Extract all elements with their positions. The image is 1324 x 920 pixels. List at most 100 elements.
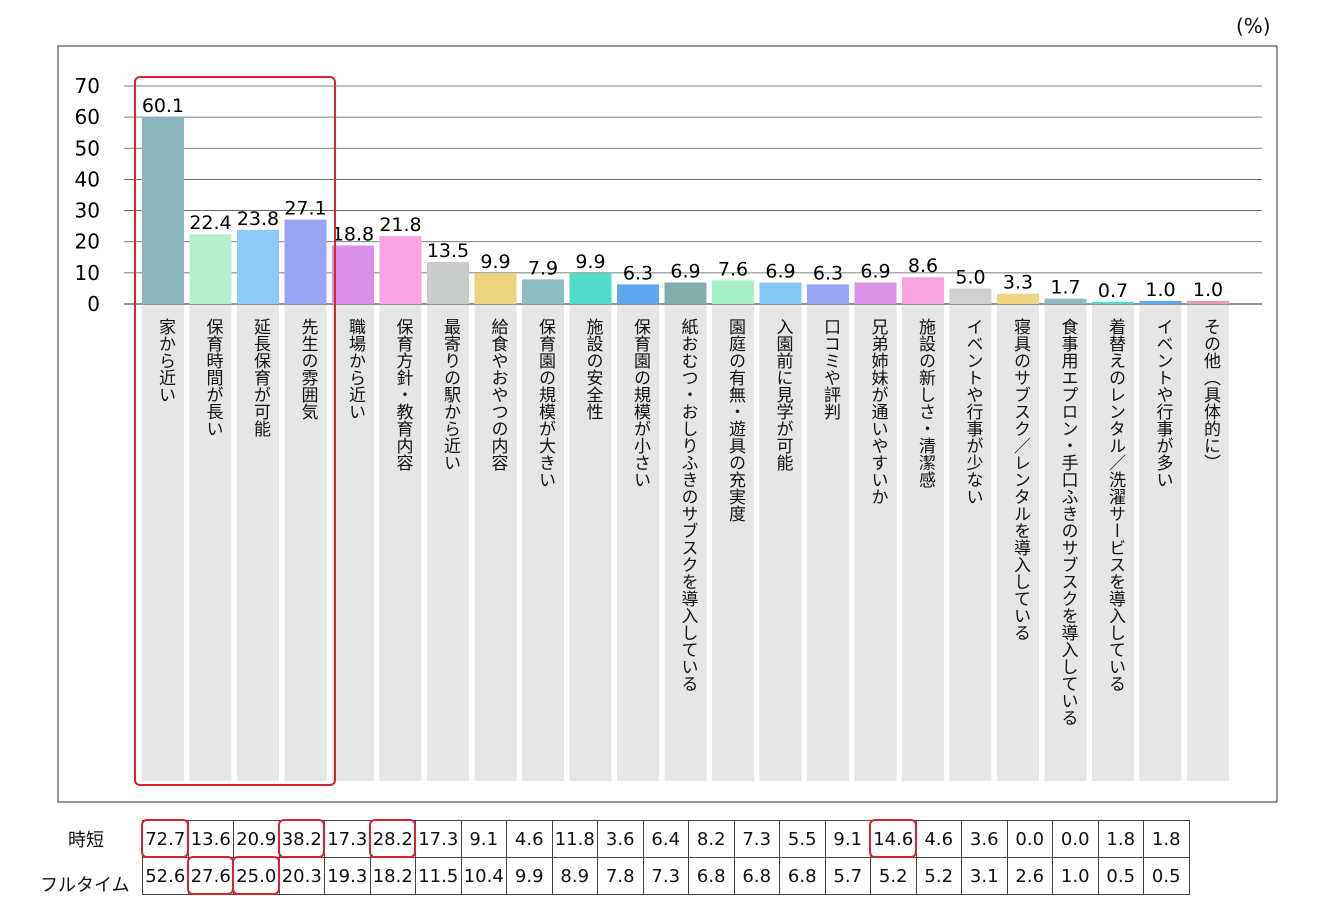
table-cell: 7.8 <box>597 857 644 895</box>
table-cell: 52.6 <box>142 857 189 895</box>
table-cell: 0.5 <box>1097 857 1144 895</box>
table-cell: 72.7 <box>142 820 189 858</box>
category-label: 施設の安全性 <box>582 318 603 420</box>
data-label: 3.3 <box>1003 272 1033 294</box>
label-background <box>617 305 659 781</box>
table-cell: 10.4 <box>460 857 507 895</box>
category-label: 紙おむつ・おしりふきのサブスクを導入している <box>677 318 698 692</box>
label-background <box>1092 305 1134 781</box>
label-background <box>854 305 897 781</box>
bar <box>902 277 944 304</box>
category-label: イベントや行事が多い <box>1152 318 1173 488</box>
y-tick-label: 50 <box>75 136 100 160</box>
bar <box>284 219 327 304</box>
table-row: 52.6 27.6 25.0 20.3 19.3 18.2 11.5 10.4 9.9 8.9 7.… <box>142 857 1190 895</box>
category-label: 施設の新しさ・清潔感 <box>915 318 935 488</box>
y-tick-label: 20 <box>75 230 100 254</box>
data-label: 6.3 <box>813 262 843 284</box>
table-cell: 14.6 <box>870 820 917 858</box>
y-tick-label: 30 <box>75 199 100 223</box>
table-cell: 0.0 <box>1052 820 1099 858</box>
table-cell: 1.0 <box>1052 857 1099 895</box>
bar <box>427 261 469 304</box>
data-label: 27.1 <box>284 198 326 220</box>
plot-frame <box>57 45 1278 803</box>
category-label: 職場から近い <box>345 318 365 420</box>
data-labels: 60.1 22.4 23.8 27.1 18.8 21.8 13.5 9.9 7.9 9.9 6.3… <box>142 95 1223 302</box>
data-label: 8.6 <box>908 255 938 277</box>
data-label: 0.7 <box>1098 280 1128 302</box>
data-label: 23.8 <box>237 208 279 230</box>
category-label: 兄弟姉妹が通いやすいか <box>867 318 888 505</box>
data-label: 22.4 <box>189 212 231 234</box>
category-label: 食事用エプロン・手口ふきのサブスクを導入している <box>1057 318 1078 726</box>
category-label: 最寄りの駅から近い <box>440 318 460 471</box>
table-cell: 20.3 <box>278 857 325 895</box>
label-background <box>427 305 469 781</box>
data-label: 6.9 <box>765 261 795 283</box>
y-tick-label: 10 <box>75 261 100 285</box>
table-cell: 20.9 <box>233 820 280 858</box>
category-label: 着替えのレンタル／洗濯サービスを導入している <box>1105 318 1125 692</box>
category-label: 先生の雰囲気 <box>297 318 318 420</box>
table-cell: 5.5 <box>779 820 826 858</box>
table-cell: 25.0 <box>233 857 280 895</box>
data-label: 13.5 <box>427 240 469 262</box>
label-background <box>522 305 564 781</box>
label-background <box>142 305 184 781</box>
table-cell: 9.9 <box>506 857 553 895</box>
label-background <box>902 305 944 781</box>
table-row: 72.7 13.6 20.9 38.2 17.3 28.2 17.3 9.1 4.6 11.8 3.… <box>142 820 1190 858</box>
y-tick-label: 70 <box>75 74 100 98</box>
label-background <box>1044 305 1087 781</box>
category-label: イベントや行事が少ない <box>962 318 983 505</box>
table-cell: 4.6 <box>915 820 962 858</box>
table-cell: 0.0 <box>1006 820 1053 858</box>
table-cell: 6.8 <box>779 857 826 895</box>
table-cell: 2.6 <box>1006 857 1053 895</box>
label-background <box>284 305 327 781</box>
bar <box>854 282 897 304</box>
label-backgrounds <box>142 305 1229 781</box>
category-label: 入園前に見学が可能 <box>772 318 793 471</box>
data-label: 21.8 <box>379 214 421 236</box>
data-label: 6.3 <box>623 262 653 284</box>
table-cell: 3.1 <box>961 857 1008 895</box>
label-background <box>712 305 754 781</box>
table-cell: 28.2 <box>369 820 416 858</box>
category-label: 保育時間が長い <box>202 318 223 437</box>
category-label: 家から近い <box>155 318 175 403</box>
bar <box>1139 300 1182 304</box>
label-background <box>474 305 517 781</box>
table-cell: 19.3 <box>324 857 371 895</box>
bar <box>712 280 754 304</box>
data-label: 1.0 <box>1193 279 1223 301</box>
data-label: 9.9 <box>575 251 605 273</box>
y-axis-ticks: 0 10 20 30 40 50 60 70 <box>75 74 100 316</box>
data-label: 60.1 <box>142 95 184 117</box>
category-label: 園庭の有無・遊具の充実度 <box>725 318 745 522</box>
bar-chart: 0 10 20 30 40 50 60 70 60.1 22.4 23.8 27.1 18.8 21.8… <box>57 45 1278 803</box>
table-cell: 0.5 <box>1143 857 1190 895</box>
bar <box>997 293 1039 304</box>
label-background <box>189 305 232 781</box>
label-background <box>664 305 707 781</box>
label-background <box>1187 305 1229 781</box>
table-cell: 5.7 <box>824 857 871 895</box>
data-label: 1.7 <box>1050 277 1080 299</box>
bar <box>807 284 849 304</box>
bars <box>142 116 1229 305</box>
bar <box>142 116 184 305</box>
table-cell: 1.8 <box>1143 820 1190 858</box>
bar <box>569 273 612 304</box>
table-cell: 27.6 <box>187 857 234 895</box>
bar <box>1187 300 1229 304</box>
table-cell: 38.2 <box>278 820 325 858</box>
label-background <box>1139 305 1182 781</box>
table-cell: 17.3 <box>415 820 462 858</box>
label-background <box>997 305 1039 781</box>
category-label: その他（具体的に） <box>1200 318 1220 471</box>
table-cell: 11.8 <box>551 820 598 858</box>
table-cell: 1.8 <box>1097 820 1144 858</box>
bar <box>332 245 374 304</box>
